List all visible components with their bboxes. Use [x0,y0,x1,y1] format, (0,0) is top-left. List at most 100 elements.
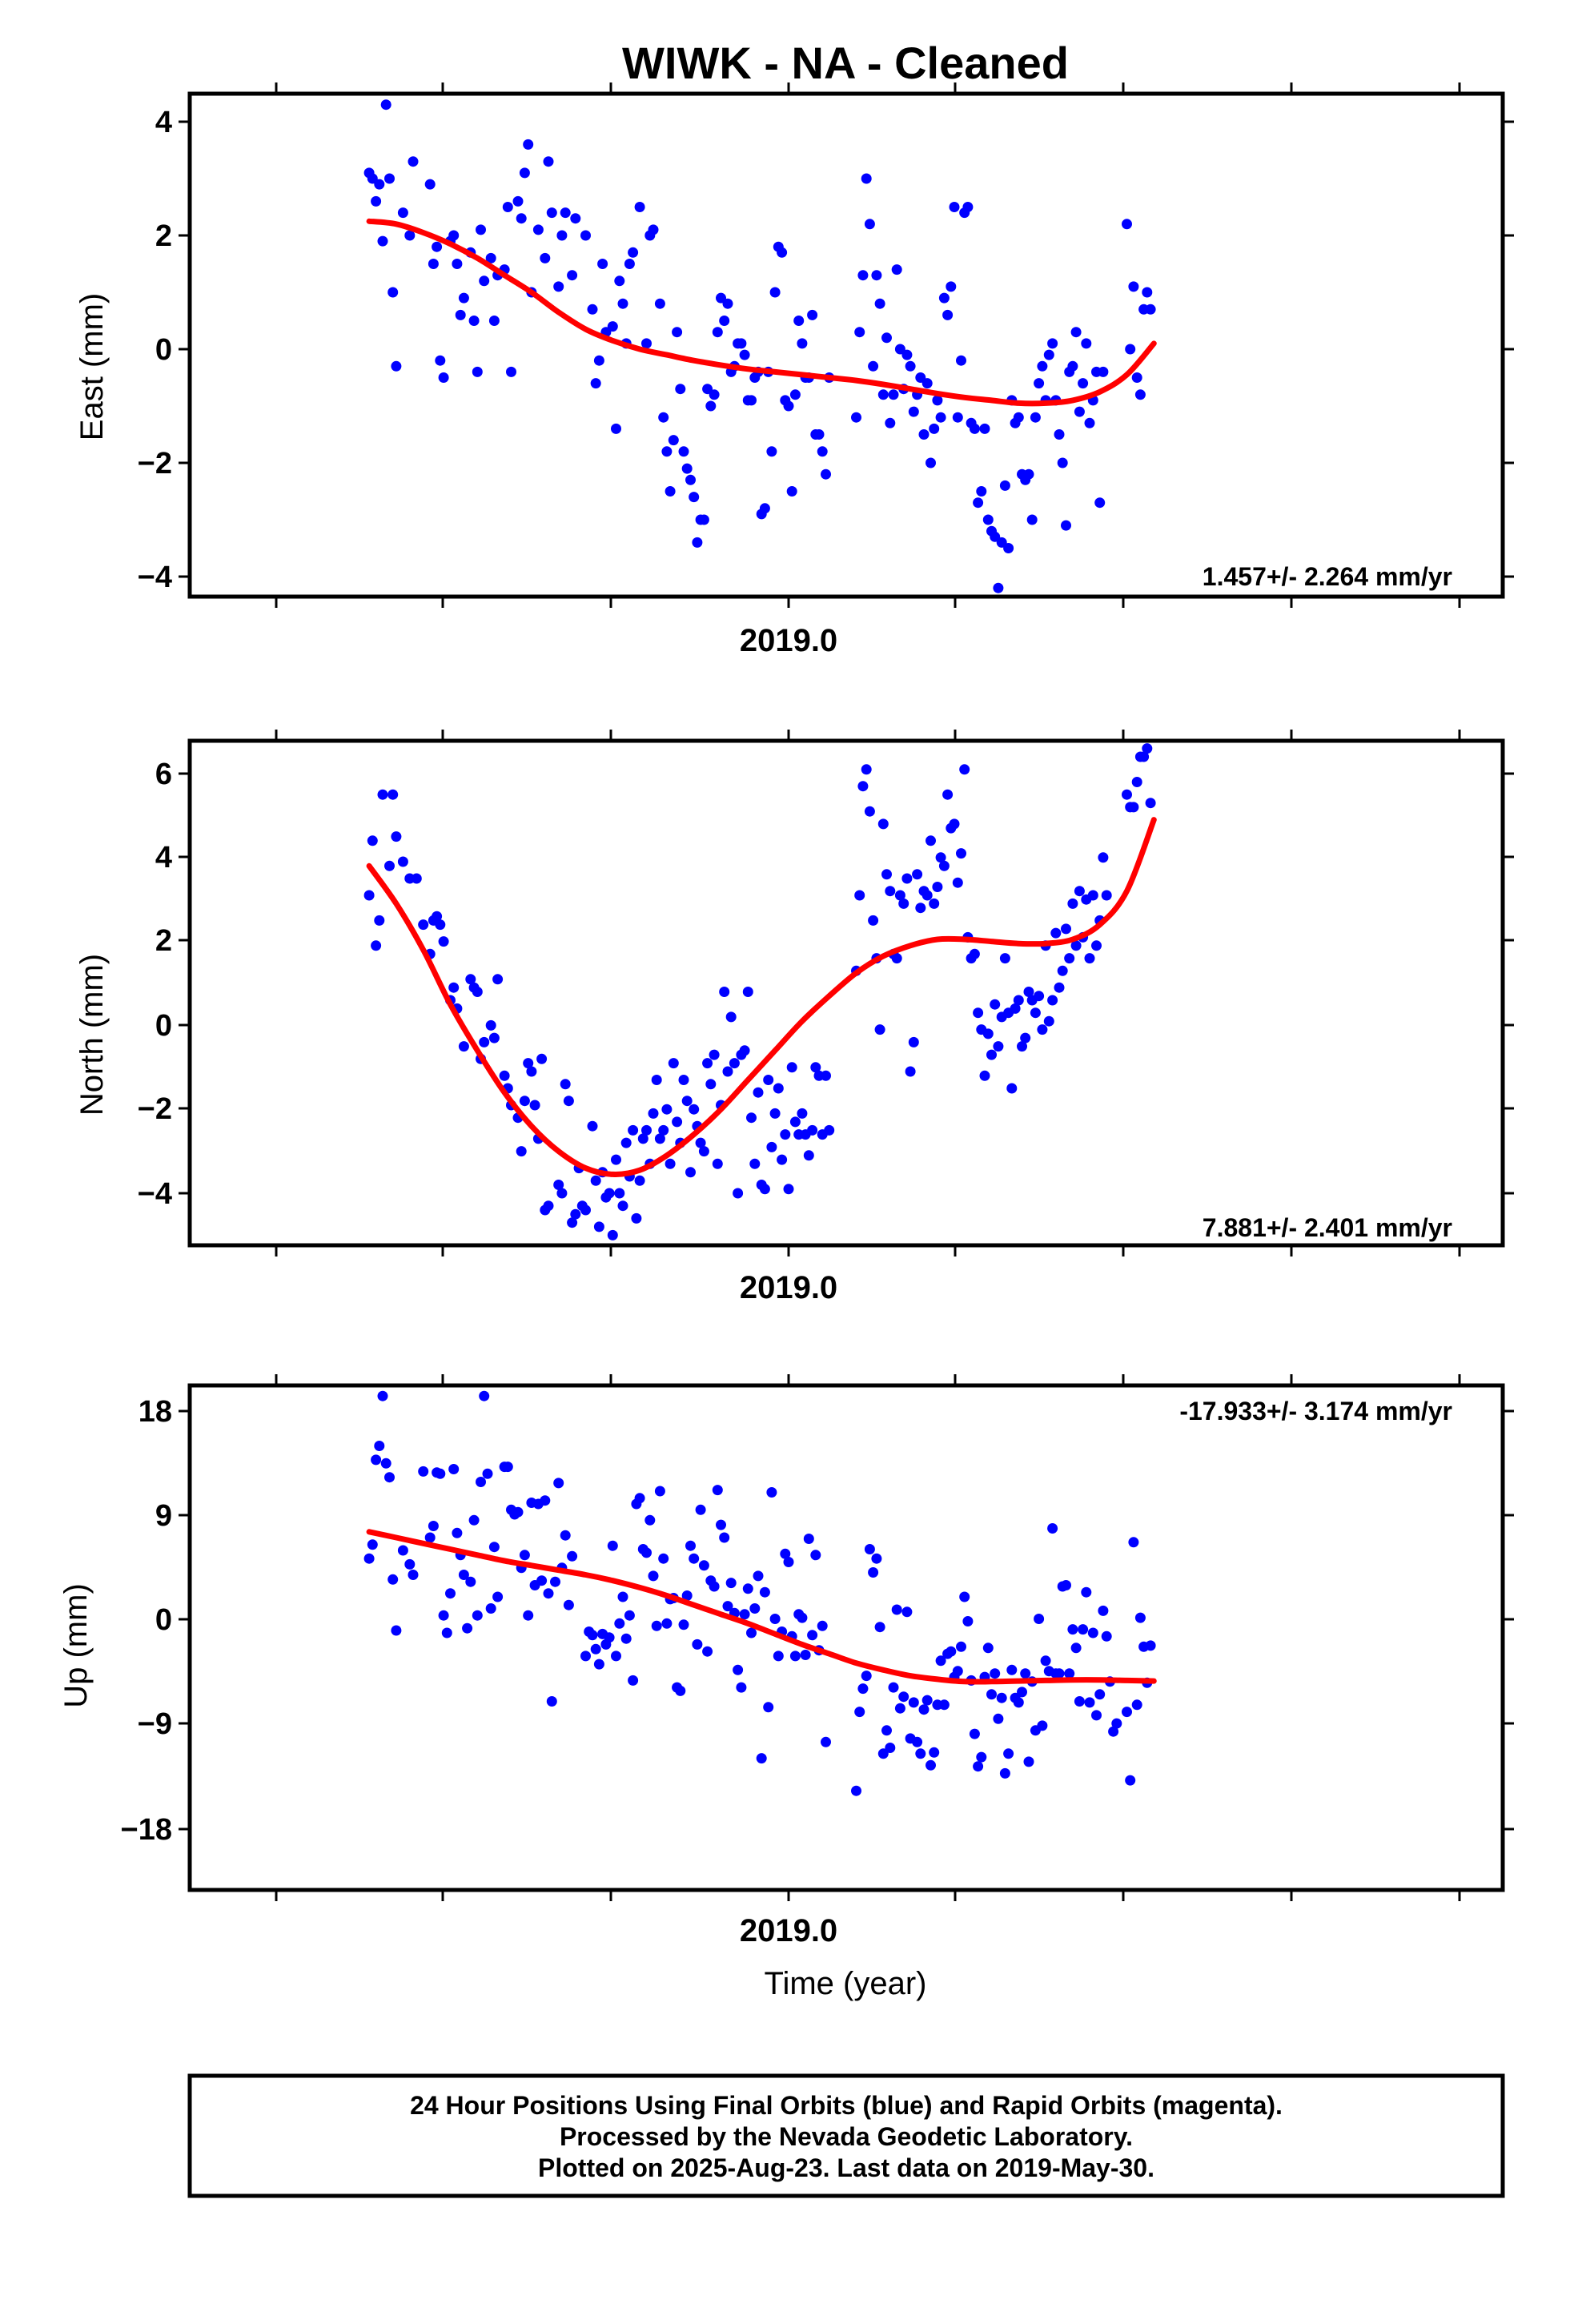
north-data-point [733,1188,744,1199]
up-data-point [607,1540,618,1551]
north-data-point [1023,987,1034,997]
east-data-point [1013,412,1024,423]
north-data-point [556,1188,568,1199]
north-data-point [651,1075,662,1085]
north-data-point [938,860,950,871]
north-data-point [448,982,460,993]
up-data-point [377,1390,388,1401]
east-data-point [746,395,757,406]
up-points [363,1390,1156,1796]
north-data-point [391,831,402,842]
east-data-point [938,292,950,304]
up-data-point [661,1618,673,1629]
east-data-point [397,207,408,219]
north-data-point [1098,852,1109,863]
up-data-point [712,1485,723,1496]
up-data-point [915,1748,926,1759]
east-data-point [1037,360,1048,372]
up-data-point [861,1671,872,1682]
up-data-point [695,1504,706,1515]
east-data-point [367,173,378,184]
east-data-point [861,173,872,184]
north-data-point [593,1221,604,1232]
east-data-point [1128,281,1139,292]
north-data-point [979,1070,990,1081]
up-data-point [742,1583,753,1594]
north-data-point [898,898,909,909]
east-data-point [722,298,733,309]
east-data-point [1074,406,1085,417]
north-data-point [769,1108,781,1119]
east-ylabel: East (mm) [74,293,110,440]
up-panel: Up (mm) 2019.0 Time (year) -17.933+/- 3.… [58,1374,1514,2001]
north-data-point [956,848,966,859]
east-data-point [408,156,419,167]
up-data-point [935,1655,946,1667]
north-data-point [611,1154,621,1165]
east-data-point [891,264,902,275]
east-data-point [935,412,946,423]
east-xtick-label: 2019.0 [740,623,837,658]
up-data-point [391,1625,402,1636]
north-data-point [458,1041,469,1052]
up-data-point [990,1668,1001,1679]
up-data-point [746,1627,757,1638]
north-data-point [932,882,943,892]
north-data-point [773,1083,784,1094]
up-data-point [380,1458,391,1469]
footer-line-2: Processed by the Nevada Geodetic Laborat… [560,2122,1133,2151]
up-data-point [938,1699,950,1711]
east-data-point [1047,338,1058,349]
east-data-point [374,179,385,190]
up-data-point [1003,1748,1014,1759]
east-data-point [894,344,905,355]
east-data-point [982,514,994,525]
east-data-point [1003,543,1014,553]
up-data-point [492,1591,504,1602]
east-data-point [377,235,388,247]
east-data-point [689,492,700,503]
north-data-point [648,1108,659,1119]
north-data-point [432,911,443,922]
north-data-point [570,1208,581,1220]
north-data-point [1010,1003,1021,1014]
north-data-point [1043,1015,1054,1027]
east-data-point [739,349,750,360]
up-data-point [874,1622,885,1633]
north-data-point [628,1124,639,1136]
east-data-point [942,309,954,320]
up-data-point [759,1586,770,1598]
up-data-point [1131,1699,1142,1711]
up-data-point [641,1547,652,1558]
east-data-point [634,202,645,212]
up-data-point [651,1620,662,1631]
up-data-point [692,1638,703,1650]
east-data-point [675,384,686,395]
up-data-point [384,1472,395,1483]
north-data-point [1138,751,1150,762]
up-data-point [681,1590,693,1601]
up-data-point [1087,1627,1098,1638]
north-data-point [492,974,504,985]
north-data-point [536,1053,548,1064]
up-xlabel: Time (year) [765,1966,927,2001]
east-data-point [793,316,805,326]
east-data-point [908,406,919,417]
east-rate-label: 1.457+/- 2.264 mm/yr [1203,562,1452,591]
up-ylabel: Up (mm) [58,1583,94,1708]
east-data-point [1067,360,1078,372]
north-data-point [891,953,902,964]
east-data-point [789,389,801,400]
north-data-point [885,886,896,897]
up-data-point [773,1651,784,1662]
north-data-point [631,1212,642,1224]
up-data-point [404,1558,416,1570]
north-data-point [1131,777,1142,787]
footer-frame [187,2073,1505,2198]
north-data-point [614,1188,625,1199]
north-data-point [753,1087,764,1098]
east-data-point [979,423,990,434]
up-data-point [810,1550,821,1561]
north-ytick-label: −4 [138,1177,172,1211]
up-data-point [1061,1580,1071,1590]
